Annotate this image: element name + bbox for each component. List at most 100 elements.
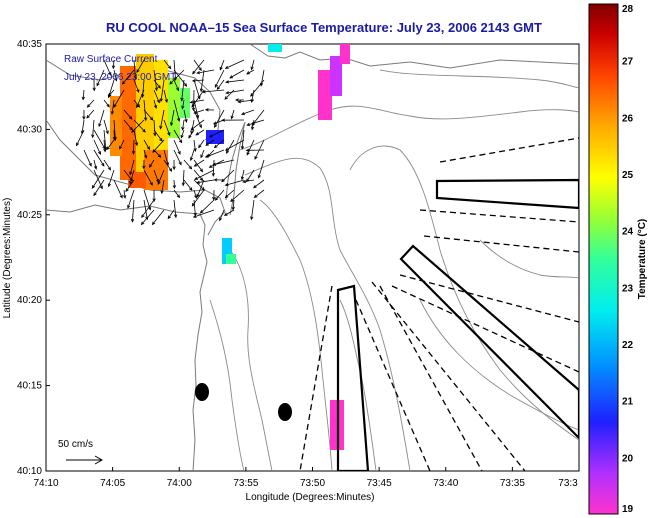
current-vector-head [216,86,221,91]
current-vector [193,179,205,191]
current-vector-head [198,144,202,149]
current-vector-head [153,132,157,137]
current-vector [215,189,225,201]
current-vector-head [208,164,213,168]
current-vector [254,189,265,198]
current-vector-head [195,180,200,184]
current-vector-head [246,151,250,156]
current-vector [153,99,157,109]
current-vector-head [177,150,181,155]
x-axis-label: Longitude (Degrees:Minutes) [246,492,375,503]
current-vector-head [208,134,213,138]
surface-current-vectors [76,59,265,226]
colorbar-tick-label: 23 [622,283,634,294]
current-vector-head [123,195,127,199]
current-vector [143,199,148,220]
current-vector [153,169,159,183]
colorbar-tick-label: 25 [622,170,634,181]
current-vector-head [136,69,140,73]
current-vector-head [88,162,92,167]
current-vector-head [250,216,254,221]
current-vector [196,179,205,197]
current-vector [163,149,169,166]
current-vector-head [224,96,228,100]
current-vector-head [96,82,100,87]
current-vector [113,119,116,141]
current-vector-head [113,104,117,108]
y-tick-label: 40:25 [17,210,42,221]
current-vector [205,149,225,158]
current-vector-head [106,103,110,108]
current-vector-head [194,195,198,200]
current-vector [76,129,85,146]
current-vector [181,79,185,101]
x-tick-label: 73:50 [300,478,325,489]
current-vector-head [181,126,185,131]
current-vector [241,169,245,180]
current-vector [170,109,175,126]
current-vector [133,119,146,133]
current-vector-head [93,165,98,170]
overlay-line-1: Raw Surface Current [64,54,158,65]
current-vector-head [86,114,90,119]
current-vector [193,159,203,172]
current-vector [86,109,95,119]
current-vector-head [160,190,164,195]
current-vector [163,59,172,69]
current-vector-head [107,183,111,188]
current-vector-head [231,206,235,211]
current-vector [167,209,175,219]
current-vector [191,119,195,134]
current-vector [92,119,95,138]
current-vector-head [91,134,95,139]
current-vector [153,79,161,89]
current-vector-head [221,118,226,122]
current-vector-head [91,185,96,189]
current-vector-head [159,125,163,130]
current-vector-head [184,118,188,123]
current-vector [173,149,182,165]
current-vector-head [136,89,140,93]
current-vector-head [191,103,195,108]
x-tick-label: 73:35 [500,478,525,489]
current-vector [183,179,193,191]
current-vector [246,139,255,155]
current-vector [153,89,160,103]
current-vector-head [130,218,135,223]
current-vector [103,139,106,152]
current-vector [226,89,245,94]
colorbar-tick-label: 22 [622,340,634,351]
current-vector-head [229,75,234,79]
contour-8 [419,299,579,431]
current-vector [251,59,255,70]
colorbar-tick-label: 21 [622,397,634,408]
current-vector [251,199,255,220]
current-vector [93,159,97,169]
current-vector [193,139,196,152]
current-vector [173,179,175,189]
current-vector-head [153,105,158,110]
current-vector-head [183,83,188,87]
current-vector [136,59,145,73]
current-vector-head [157,154,162,158]
current-vector-head [234,98,239,102]
current-vector [123,119,133,131]
current-vector [149,159,155,168]
current-vector [143,109,154,121]
x-tick-label: 74:10 [33,478,58,489]
current-vector-head [172,185,177,189]
current-vector-head [82,116,86,121]
current-vector-head [224,65,229,69]
y-tick-label: 40:10 [17,466,42,477]
scale-arrow-icon [66,455,104,465]
current-vector [93,139,101,155]
coastline [46,204,208,471]
current-vector-head [181,105,185,110]
current-vector-head [142,128,146,133]
current-vector [225,179,245,186]
radar-beam-box-1 [435,178,579,210]
current-vector [183,109,187,122]
current-vector-head [146,146,150,151]
current-vector [173,79,179,91]
current-vector-head [253,184,257,189]
